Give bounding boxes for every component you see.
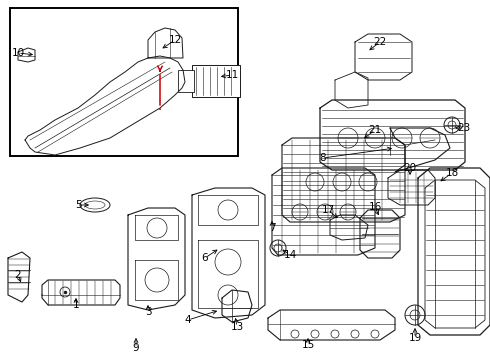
Bar: [192, 65, 240, 97]
Text: 11: 11: [225, 70, 239, 80]
Text: 4: 4: [185, 315, 191, 325]
Text: 22: 22: [373, 37, 387, 47]
Text: 17: 17: [321, 205, 335, 215]
Text: 1: 1: [73, 300, 79, 310]
Text: 16: 16: [368, 202, 382, 212]
Bar: [178, 70, 194, 92]
Text: 8: 8: [319, 153, 326, 163]
Text: 12: 12: [169, 35, 182, 45]
Text: 23: 23: [457, 123, 470, 133]
Text: 21: 21: [368, 125, 382, 135]
Text: 18: 18: [445, 168, 459, 178]
Text: 6: 6: [202, 253, 208, 263]
Text: 7: 7: [269, 223, 275, 233]
Text: 13: 13: [230, 322, 244, 332]
Text: 9: 9: [133, 343, 139, 353]
Text: 5: 5: [74, 200, 81, 210]
Text: 2: 2: [15, 270, 21, 280]
Bar: [10, 8, 238, 156]
Text: 15: 15: [301, 340, 315, 350]
Text: 3: 3: [145, 307, 151, 317]
Text: 19: 19: [408, 333, 421, 343]
Text: 14: 14: [283, 250, 296, 260]
Text: 20: 20: [403, 163, 416, 173]
Text: 10: 10: [11, 48, 24, 58]
